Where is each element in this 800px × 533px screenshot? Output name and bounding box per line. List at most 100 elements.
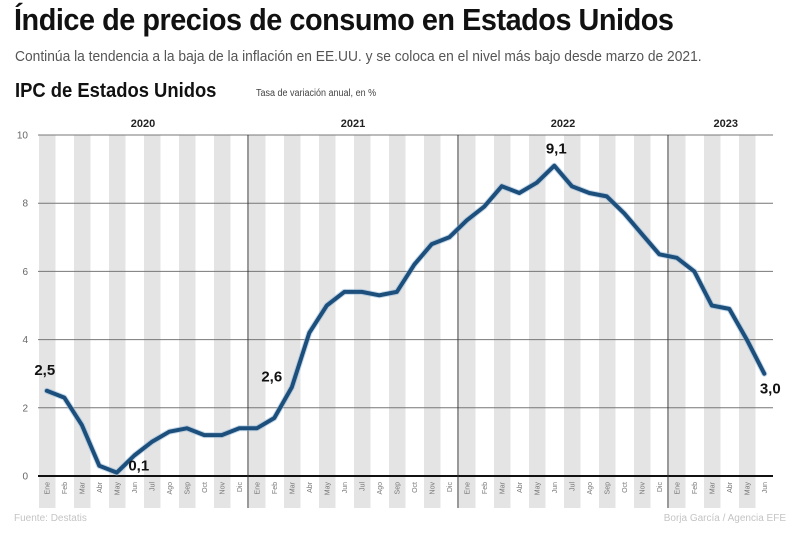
source-note: Fuente: Destatis xyxy=(14,513,87,524)
x-tick-label: Dic xyxy=(237,482,244,493)
data-point xyxy=(132,454,136,458)
month-stripe xyxy=(424,135,441,508)
data-point xyxy=(640,232,644,236)
data-point xyxy=(605,194,609,198)
data-point xyxy=(80,423,84,427)
data-point xyxy=(202,433,206,437)
data-point xyxy=(465,218,469,222)
x-tick-label: Nov xyxy=(639,482,646,495)
data-point xyxy=(412,263,416,267)
data-point xyxy=(570,184,574,188)
month-stripe xyxy=(39,135,56,508)
month-stripe xyxy=(109,135,126,508)
x-tick-label: Oct xyxy=(202,482,209,493)
y-tick-label: 8 xyxy=(22,199,28,210)
series-line xyxy=(44,163,767,475)
data-label: 2,6 xyxy=(261,368,282,385)
x-tick-label: Mar xyxy=(289,481,296,494)
data-point xyxy=(745,338,749,342)
data-point xyxy=(185,426,189,430)
data-point xyxy=(220,433,224,437)
month-stripe xyxy=(179,135,196,508)
data-point xyxy=(115,471,119,475)
x-tick-label: May xyxy=(534,482,541,496)
data-point xyxy=(45,389,49,393)
data-point xyxy=(430,242,434,246)
y-tick-label: 4 xyxy=(22,335,28,346)
x-tick-label: Abr xyxy=(517,481,524,493)
chart-title: IPC de Estados Unidos xyxy=(15,80,217,102)
data-point xyxy=(342,290,346,294)
x-tick-label: Jun xyxy=(342,482,349,493)
data-point xyxy=(97,464,101,468)
data-point xyxy=(622,211,626,215)
month-stripe xyxy=(319,135,336,508)
month-stripe xyxy=(669,135,686,508)
credit-note: Borja García / Agencia EFE xyxy=(663,513,786,524)
data-point xyxy=(62,396,66,400)
month-stripe xyxy=(529,135,546,508)
x-tick-label: Dic xyxy=(447,482,454,493)
data-point xyxy=(237,426,241,430)
data-point xyxy=(762,372,766,376)
x-tick-label: Abr xyxy=(97,481,104,493)
x-tick-label: Ene xyxy=(254,482,261,495)
x-tick-label: Feb xyxy=(62,482,69,494)
x-tick-label: Feb xyxy=(272,482,279,494)
y-tick-label: 6 xyxy=(22,267,28,278)
month-stripe xyxy=(144,135,161,508)
x-tick-label: Nov xyxy=(429,482,436,495)
month-stripe xyxy=(354,135,371,508)
x-tick-label: Ago xyxy=(167,482,174,495)
x-tick-label: Abr xyxy=(727,481,734,493)
data-label: 0,1 xyxy=(128,458,149,475)
data-label: 9,1 xyxy=(546,141,567,158)
y-tick-label: 10 xyxy=(17,131,29,142)
data-point xyxy=(552,164,556,168)
x-tick-label: Mar xyxy=(79,481,86,494)
x-tick-label: Mar xyxy=(709,481,716,494)
x-tick-label: Mar xyxy=(499,481,506,494)
month-stripe xyxy=(459,135,476,508)
data-point xyxy=(692,269,696,273)
month-stripe xyxy=(739,135,756,508)
y-tick-label: 0 xyxy=(22,472,28,483)
x-tick-label: Jul xyxy=(149,482,156,491)
chart-unit-label: Tasa de variación anual, en % xyxy=(256,88,377,99)
x-tick-label: Ago xyxy=(587,482,594,495)
x-tick-label: Jun xyxy=(132,482,139,493)
month-stripe xyxy=(494,135,511,508)
y-tick-label: 2 xyxy=(22,403,28,414)
x-tick-label: Feb xyxy=(692,482,699,494)
data-point xyxy=(447,235,451,239)
data-point xyxy=(675,256,679,260)
year-label: 2021 xyxy=(341,118,365,130)
x-tick-label: Ene xyxy=(44,482,51,495)
data-point xyxy=(360,290,364,294)
data-point xyxy=(325,304,329,307)
x-tick-label: Nov xyxy=(219,482,226,495)
data-point xyxy=(307,331,311,335)
data-label: 3,0 xyxy=(760,381,781,398)
month-stripe xyxy=(74,135,91,508)
month-stripe xyxy=(634,135,651,508)
year-label: 2020 xyxy=(131,118,155,130)
x-tick-label: Ene xyxy=(464,482,471,495)
x-tick-label: Jul xyxy=(359,482,366,491)
x-tick-label: Oct xyxy=(412,482,419,493)
data-point xyxy=(727,307,731,311)
page-title: Índice de precios de consumo en Estados … xyxy=(14,2,674,37)
month-stripe xyxy=(249,135,266,508)
data-point xyxy=(255,426,259,430)
month-stripe xyxy=(564,135,581,508)
month-stripe xyxy=(214,135,231,508)
data-point xyxy=(150,440,154,444)
x-tick-label: Jun xyxy=(552,482,559,493)
x-tick-label: Sep xyxy=(184,482,191,495)
x-tick-label: May xyxy=(744,482,751,496)
month-stripe xyxy=(284,135,301,508)
data-point xyxy=(587,191,591,195)
x-tick-label: Sep xyxy=(394,482,401,495)
x-tick-label: Oct xyxy=(622,482,629,493)
